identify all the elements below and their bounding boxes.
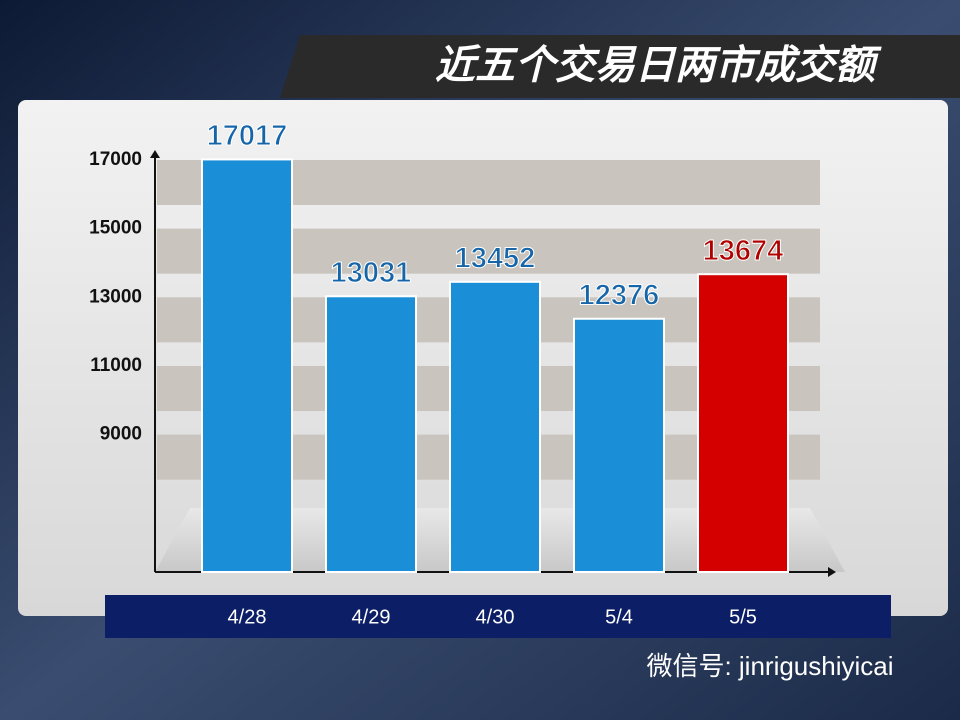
bar [201,158,293,574]
bar [697,273,789,573]
x-tick-label: 5/5 [729,606,757,628]
x-tick-label: 4/29 [352,606,391,628]
bar [325,295,417,573]
title-banner [280,35,960,98]
x-tick-label: 4/30 [476,606,515,628]
bar [573,317,665,573]
x-tick-label: 5/4 [605,606,633,628]
y-tick-label: 11000 [90,355,142,376]
bar [449,280,541,573]
y-tick-label: 15000 [89,218,142,239]
x-tick-label: 4/28 [228,606,267,628]
value-label: 13452 [455,242,536,274]
x-arrow [828,567,836,577]
value-label: 13031 [331,257,412,289]
y-tick-label: 13000 [89,286,142,307]
category-band [105,595,891,638]
y-arrow [150,150,160,158]
value-label: 17017 [207,120,288,152]
value-label: 12376 [579,279,660,311]
watermark: 微信号: jinrigushiyicai [646,651,893,681]
y-tick-label: 9000 [100,424,142,445]
y-tick-label: 17000 [89,149,142,170]
chart-title: 近五个交易日两市成交额 [435,44,882,88]
value-label: 13674 [703,235,784,267]
